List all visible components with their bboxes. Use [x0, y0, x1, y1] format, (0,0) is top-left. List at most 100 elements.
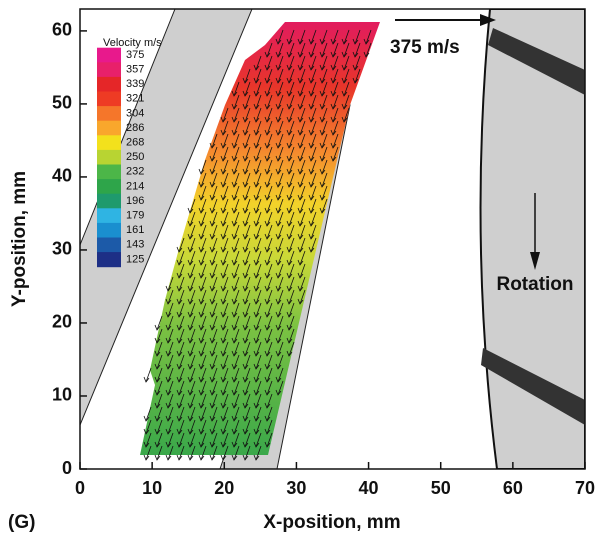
colorbar-swatch	[97, 222, 121, 238]
vector	[156, 380, 163, 396]
vector	[288, 289, 295, 305]
x-tick-label: 50	[431, 478, 451, 498]
vector	[211, 133, 218, 149]
vector	[222, 133, 229, 149]
vector-head	[275, 350, 282, 357]
vector	[189, 302, 196, 318]
vector-head	[297, 194, 304, 201]
vector-head	[308, 246, 315, 253]
vector	[167, 432, 174, 448]
vector-head	[198, 181, 205, 188]
vector	[288, 341, 295, 357]
vector	[288, 315, 295, 331]
vector	[277, 328, 284, 344]
vector	[299, 107, 306, 123]
vector-head	[308, 142, 315, 149]
vector	[145, 419, 152, 435]
vector	[288, 55, 295, 71]
vector	[178, 419, 185, 435]
vector-head	[297, 207, 304, 214]
vector-head	[264, 337, 271, 344]
vector	[255, 68, 262, 84]
vector	[299, 237, 306, 253]
vector-head	[308, 194, 315, 201]
vector-head	[253, 363, 260, 370]
vector-head	[264, 324, 271, 331]
vector-head	[187, 298, 194, 305]
vector-head	[264, 129, 271, 136]
vector	[244, 250, 251, 266]
vector-head	[209, 324, 216, 331]
vector	[255, 133, 262, 149]
vector	[200, 445, 207, 461]
colorbar-swatch	[97, 179, 121, 195]
vector	[299, 263, 306, 279]
vector	[211, 172, 218, 188]
vector	[156, 328, 163, 344]
vector-head	[264, 363, 271, 370]
vector-head	[253, 77, 260, 84]
vector-head	[264, 155, 271, 162]
vector	[332, 107, 339, 123]
vector-head	[143, 441, 150, 448]
vector-head	[220, 389, 227, 396]
vector-head	[220, 129, 227, 136]
vector	[200, 263, 207, 279]
colorbar-swatch	[97, 164, 121, 180]
vector-head	[308, 51, 315, 58]
vector-head	[242, 441, 249, 448]
vector	[200, 367, 207, 383]
vector	[222, 380, 229, 396]
vector-head	[220, 207, 227, 214]
vector-head	[198, 246, 205, 253]
rotation-label: Rotation	[496, 274, 573, 295]
vector	[266, 250, 273, 266]
vector-head	[231, 116, 238, 123]
vector	[244, 68, 251, 84]
vector	[266, 120, 273, 136]
vector	[167, 406, 174, 422]
vector	[200, 211, 207, 227]
vector-head	[286, 337, 293, 344]
vector-head	[176, 298, 183, 305]
vector-head	[341, 64, 348, 71]
vector-head	[286, 168, 293, 175]
vector	[233, 94, 240, 110]
vector-head	[242, 259, 249, 266]
vector	[255, 146, 262, 162]
vector	[200, 159, 207, 175]
vector	[222, 237, 229, 253]
vector-head	[297, 220, 304, 227]
vector-head	[253, 402, 260, 409]
vector-head	[187, 389, 194, 396]
vector-head	[297, 181, 304, 188]
vector-head	[297, 64, 304, 71]
vector	[200, 432, 207, 448]
vector-head	[176, 285, 183, 292]
vector	[222, 289, 229, 305]
vector-head	[231, 441, 238, 448]
vector-head	[297, 272, 304, 279]
vector	[211, 276, 218, 292]
vector-head	[308, 77, 315, 84]
vector	[288, 133, 295, 149]
vector	[244, 432, 251, 448]
vector	[211, 419, 218, 435]
vector	[233, 237, 240, 253]
vector	[200, 185, 207, 201]
vector	[200, 328, 207, 344]
vector	[332, 94, 339, 110]
vector-head	[176, 441, 183, 448]
vector	[288, 198, 295, 214]
vector-head	[319, 51, 326, 58]
vector-head	[308, 90, 315, 97]
vector	[288, 263, 295, 279]
vector-head	[165, 337, 172, 344]
vector	[332, 68, 339, 84]
vector	[222, 341, 229, 357]
vector	[244, 406, 251, 422]
vector	[244, 354, 251, 370]
vector	[255, 354, 262, 370]
vector-head	[253, 285, 260, 292]
vector-head	[253, 64, 260, 71]
